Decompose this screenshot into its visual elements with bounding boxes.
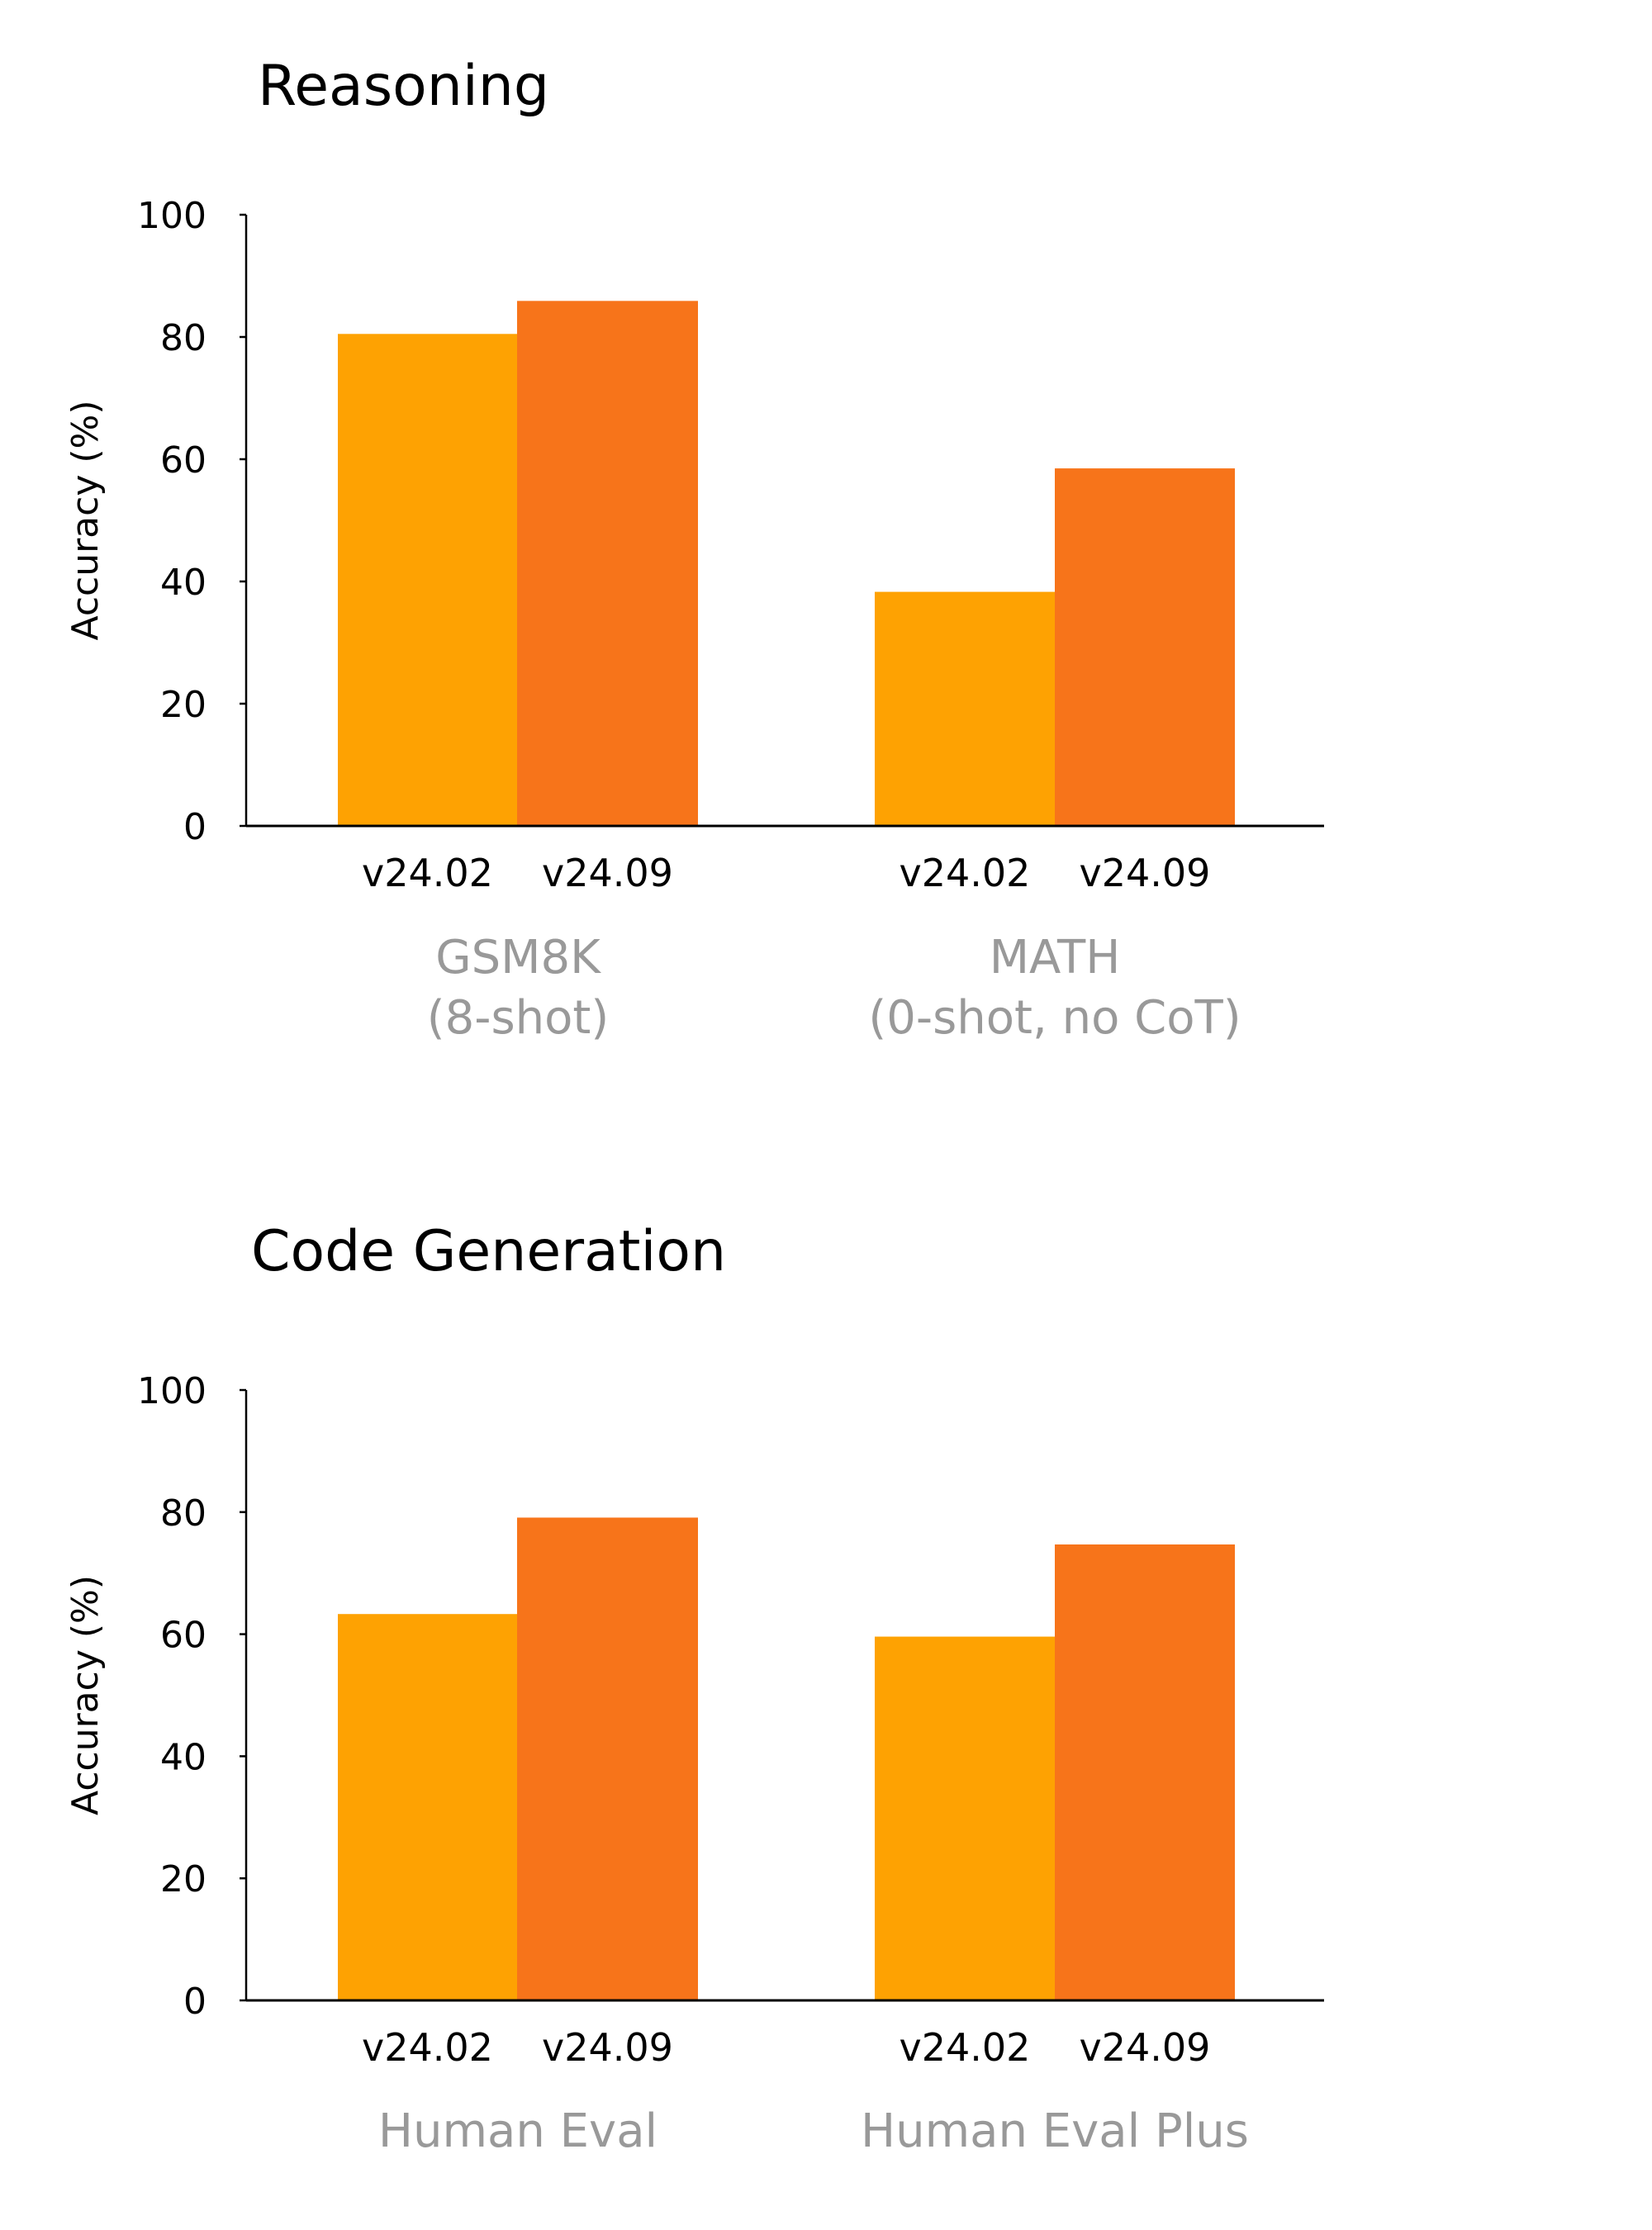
category-label: GSM8K: [435, 931, 601, 985]
y-tick-label: 80: [160, 1492, 206, 1535]
category-label: (0-shot, no CoT): [868, 991, 1241, 1045]
y-tick-label: 0: [183, 1981, 206, 2023]
bar-v24.09: [517, 1517, 698, 2000]
bar-label: v24.09: [542, 2025, 673, 2070]
bar-label: v24.09: [542, 851, 673, 895]
bar-v24.02: [875, 591, 1055, 826]
y-tick-label: 100: [137, 1370, 206, 1412]
y-tick-label: 60: [160, 439, 206, 482]
y-tick-label: 60: [160, 1615, 206, 1657]
chart-title: Reasoning: [258, 54, 549, 119]
bar-v24.09: [1055, 1544, 1235, 2000]
bar-label: v24.02: [900, 851, 1031, 895]
y-tick-label: 40: [160, 562, 206, 604]
category-label: MATH: [990, 931, 1121, 985]
category-label: Human Eval Plus: [861, 2104, 1249, 2158]
y-axis-label: Accuracy (%): [64, 1575, 107, 1815]
category-label: Human Eval: [378, 2104, 657, 2158]
y-axis-label: Accuracy (%): [64, 400, 107, 640]
chart-title: Code Generation: [251, 1219, 726, 1284]
y-tick-label: 20: [160, 684, 206, 726]
bar-v24.02: [875, 1636, 1055, 2000]
y-tick-label: 0: [183, 806, 206, 848]
bar-v24.09: [517, 301, 698, 827]
y-tick-label: 40: [160, 1736, 206, 1778]
bar-label: v24.02: [362, 2025, 493, 2070]
bar-v24.09: [1055, 468, 1235, 826]
bar-v24.02: [338, 334, 517, 826]
bar-label: v24.09: [1080, 851, 1211, 895]
y-tick-label: 20: [160, 1858, 206, 1900]
bar-v24.02: [338, 1614, 517, 2000]
y-tick-label: 100: [137, 195, 206, 237]
bar-label: v24.02: [362, 851, 493, 895]
category-label: (8-shot): [427, 991, 609, 1045]
bar-label: v24.02: [900, 2025, 1031, 2070]
y-tick-label: 80: [160, 317, 206, 359]
bar-label: v24.09: [1080, 2025, 1211, 2070]
